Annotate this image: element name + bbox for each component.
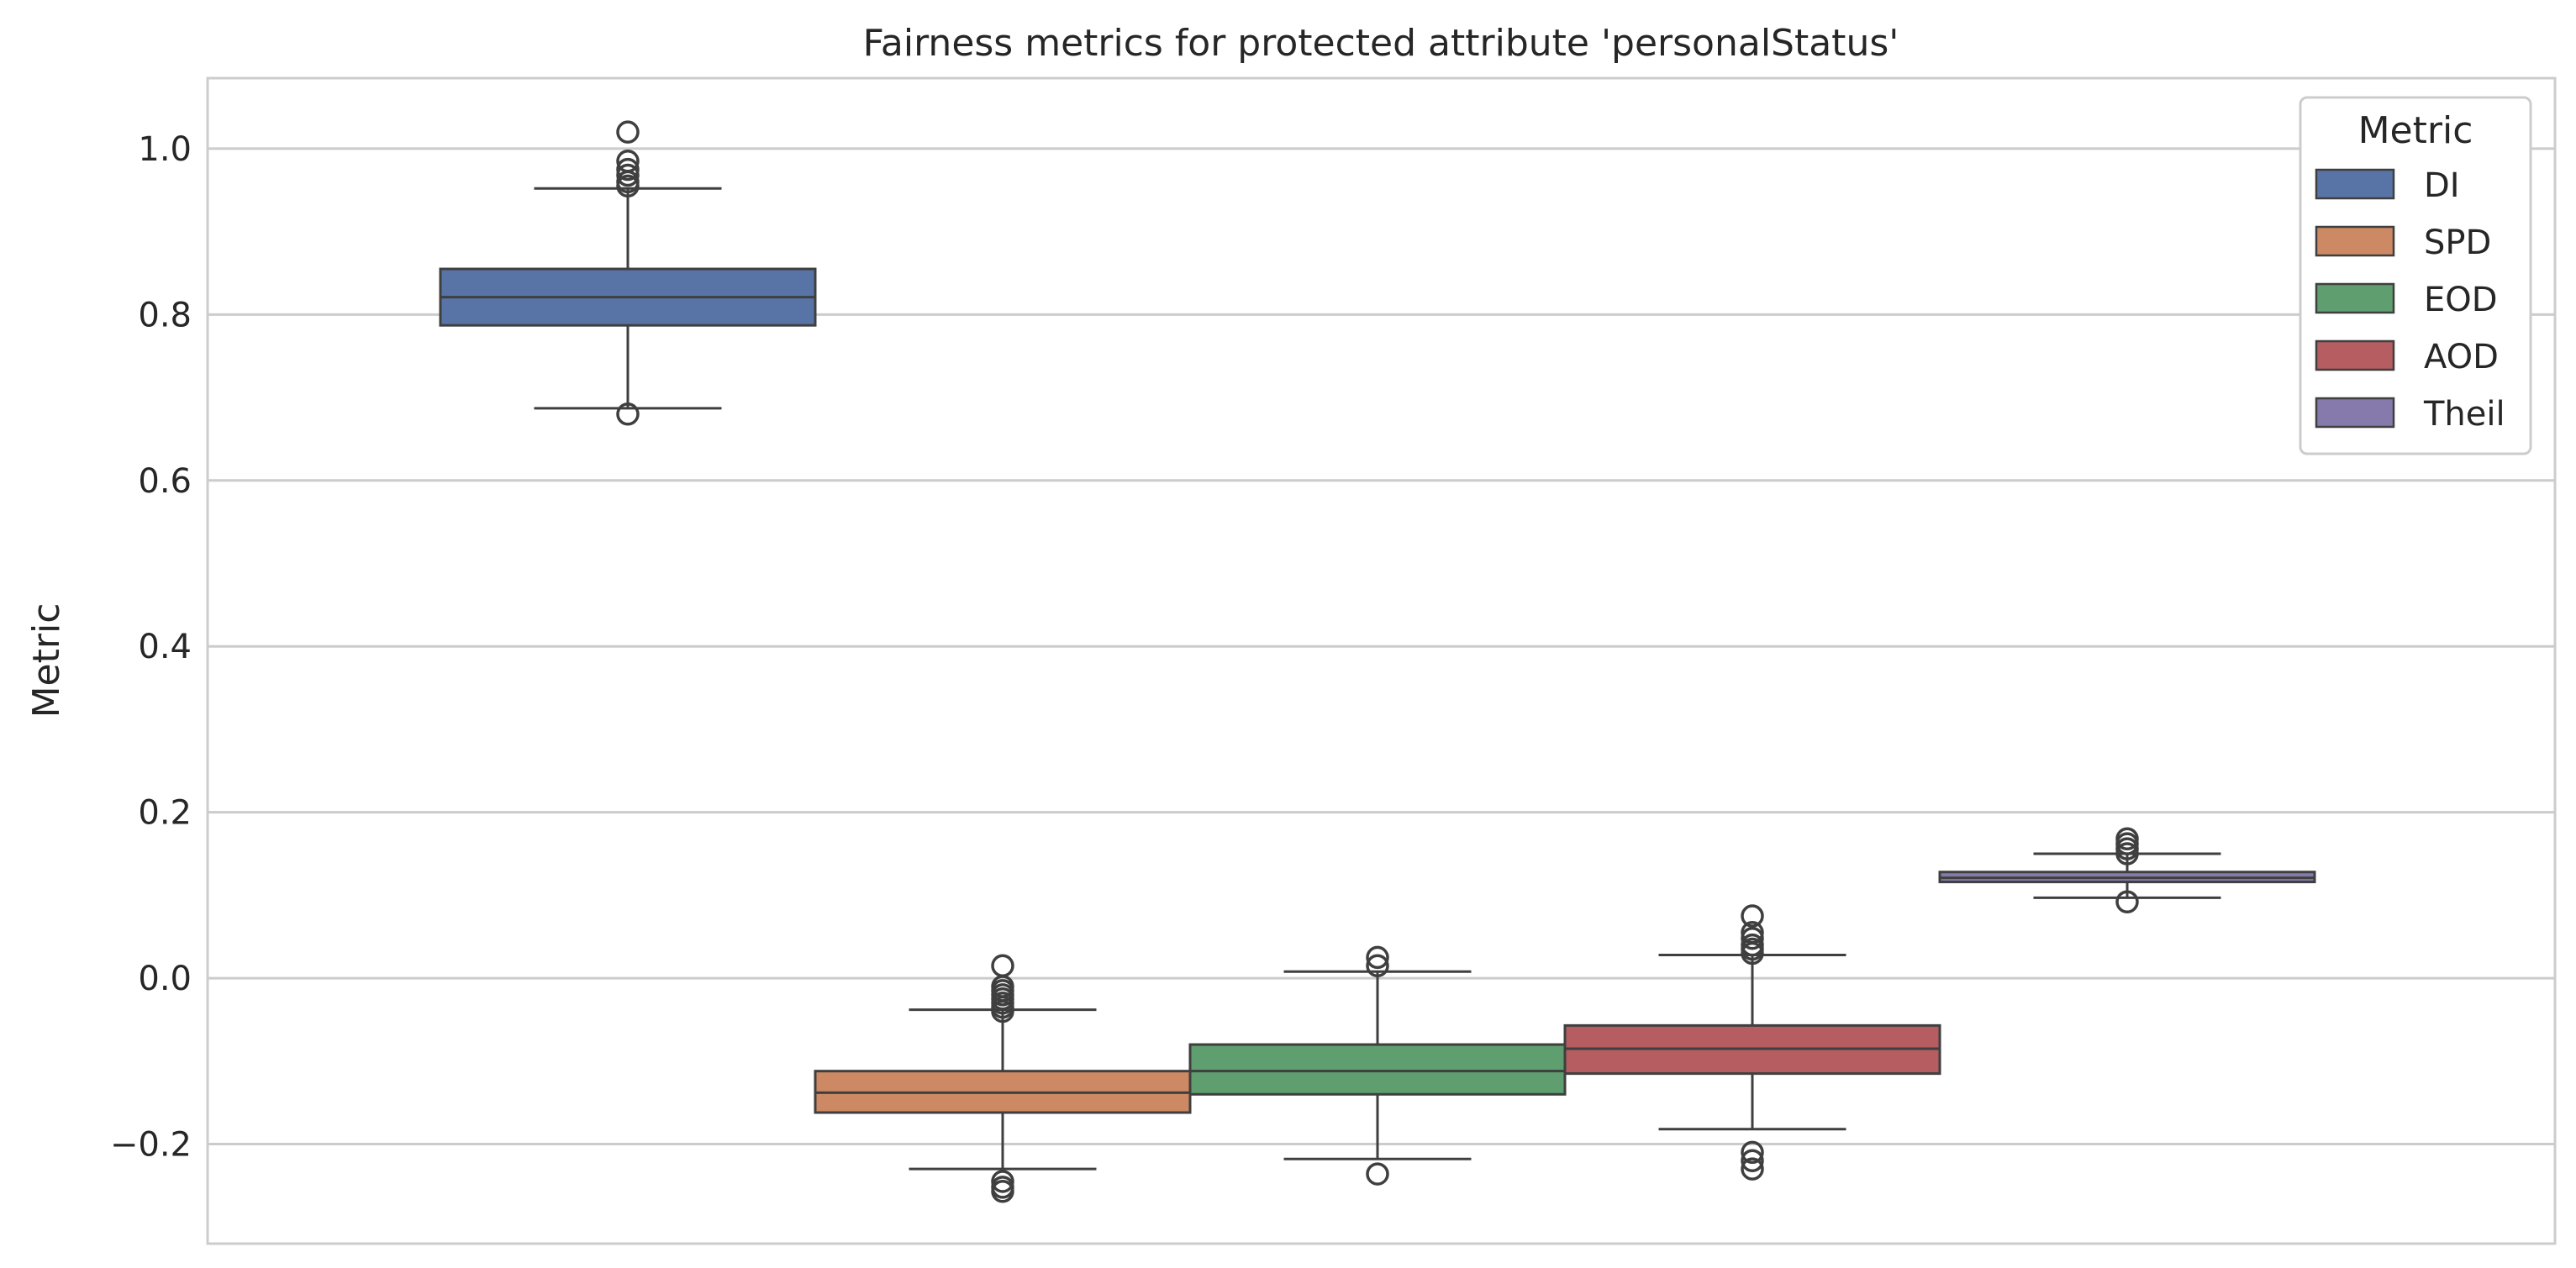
legend-swatch-aod bbox=[2315, 339, 2395, 371]
box-series bbox=[439, 120, 2316, 1203]
outlier-point bbox=[1366, 1162, 1389, 1186]
outlier-point bbox=[616, 157, 640, 182]
outlier-point bbox=[1741, 941, 1764, 965]
outlier-point bbox=[1366, 954, 1389, 978]
y-tick-label: 0.6 bbox=[138, 462, 192, 501]
y-axis-label: Metric bbox=[25, 603, 68, 718]
y-tick-label: 0.4 bbox=[138, 628, 192, 666]
box-aod bbox=[1563, 904, 1941, 1181]
legend-swatch-spd bbox=[2315, 225, 2395, 257]
legend-swatch-eod bbox=[2315, 282, 2395, 314]
box-di bbox=[439, 120, 817, 426]
box-spd bbox=[814, 954, 1192, 1203]
legend-title: Metric bbox=[2358, 109, 2473, 152]
outlier-point bbox=[991, 999, 1014, 1023]
box-iqr bbox=[1188, 1043, 1567, 1096]
outlier-point bbox=[1366, 945, 1389, 970]
outlier-point bbox=[1741, 1140, 1764, 1165]
y-tick-label: 0.2 bbox=[138, 794, 192, 833]
legend-swatch-di bbox=[2315, 168, 2395, 200]
outlier-point bbox=[2115, 842, 2139, 866]
legend: Metric DI SPD EOD AOD Theil bbox=[2299, 96, 2532, 455]
outlier-point bbox=[1741, 926, 1764, 950]
outlier-point bbox=[1741, 1157, 1764, 1181]
box-eod bbox=[1188, 945, 1567, 1186]
y-tick-labels: 1.0 0.8 0.6 0.4 0.2 0.0 −0.2 bbox=[110, 130, 192, 1165]
legend-items: DI SPD EOD AOD Theil bbox=[2315, 166, 2505, 434]
y-tick-label: 1.0 bbox=[138, 130, 192, 169]
outlier-point bbox=[616, 163, 640, 187]
outlier-point bbox=[991, 1170, 1014, 1193]
legend-swatch-theil bbox=[2315, 397, 2395, 429]
chart-title: Fairness metrics for protected attribute… bbox=[863, 22, 1899, 65]
outlier-point bbox=[616, 120, 640, 144]
y-tick-label: 0.0 bbox=[138, 960, 192, 998]
legend-label: Theil bbox=[2423, 395, 2505, 434]
outlier-point bbox=[1741, 1149, 1764, 1173]
y-tick-label: −0.2 bbox=[110, 1126, 192, 1165]
legend-label: EOD bbox=[2424, 281, 2498, 319]
legend-label: SPD bbox=[2424, 224, 2491, 262]
outlier-point bbox=[1741, 904, 1764, 928]
legend-label: AOD bbox=[2424, 338, 2499, 376]
legend-label: DI bbox=[2424, 166, 2460, 205]
box-theil bbox=[1938, 827, 2316, 914]
y-tick-label: 0.8 bbox=[138, 296, 192, 334]
outlier-point bbox=[616, 402, 640, 426]
outlier-point bbox=[991, 1180, 1014, 1203]
outlier-point bbox=[616, 174, 640, 198]
outlier-point bbox=[2115, 890, 2139, 914]
